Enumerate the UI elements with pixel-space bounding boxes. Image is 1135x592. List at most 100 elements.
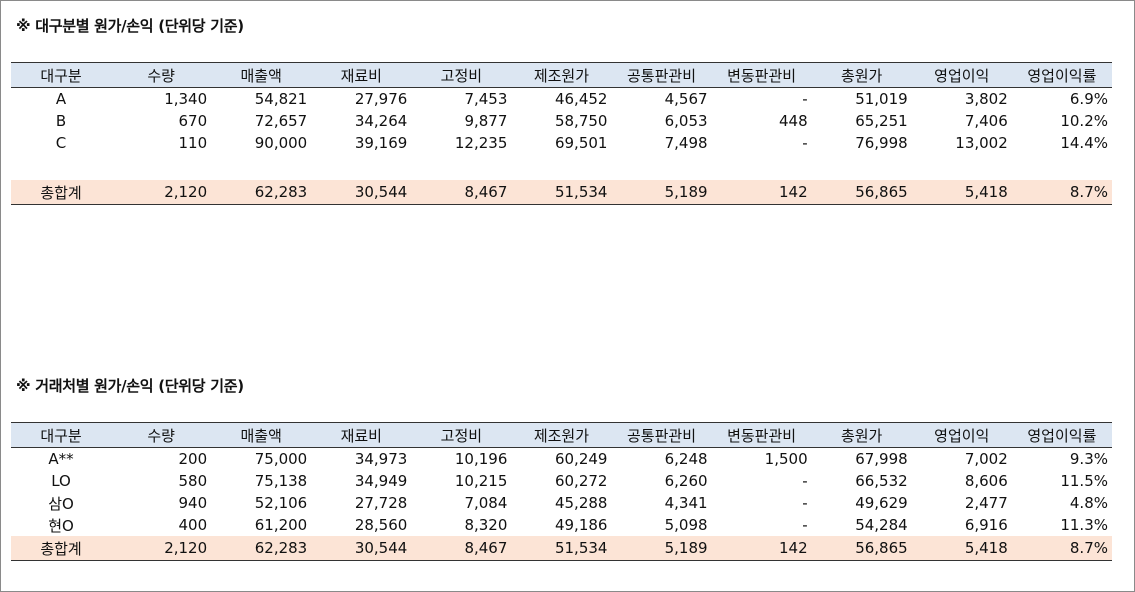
total-cell: 142	[711, 180, 812, 205]
total-cell: 142	[711, 536, 812, 561]
table-cell: 400	[178, 516, 208, 534]
table-cell: -	[802, 516, 808, 534]
column-header: 변동판관비	[711, 422, 812, 448]
table-cell: 6,260	[664, 472, 708, 490]
total-label: 총합계	[11, 180, 112, 205]
table-cell: 1,500	[764, 450, 808, 468]
table-cell: 60,249	[554, 450, 608, 468]
table-cell: 61,200	[254, 516, 308, 534]
table-cell: 2,477	[964, 494, 1008, 512]
table-cell: 4,567	[664, 90, 708, 108]
table-cell: 7,002	[964, 450, 1008, 468]
column-header: 영업이익	[911, 62, 1012, 88]
total-label: 총합계	[11, 536, 112, 561]
table-cell: 670	[178, 112, 208, 130]
category-cost-table: 대구분 수량 매출액 재료비 고정비 제조원가 공통판관비 변동판관비 총원가 영업이익 영업이익률…	[11, 62, 1112, 205]
table-row: A 1,340 54,821 27,976 7,453 46,452 4,567 - 51,01…	[11, 88, 1112, 111]
column-header: 대구분	[11, 62, 112, 88]
table-cell: 67,998	[855, 450, 908, 468]
table-cell: 14.4%	[1060, 134, 1108, 152]
table-cell: 75,138	[254, 472, 308, 490]
table-cell: 27,976	[354, 90, 408, 108]
column-header: 영업이익률	[1011, 62, 1112, 88]
row-label: 삼O	[48, 494, 74, 513]
column-header: 공통판관비	[611, 62, 712, 88]
table-cell: 8,320	[464, 516, 508, 534]
table-cell: 39,169	[354, 134, 408, 152]
table-cell: 11.3%	[1060, 516, 1108, 534]
column-header: 매출액	[211, 422, 312, 448]
total-cell: 51,534	[511, 180, 612, 205]
column-header: 공통판관비	[611, 422, 712, 448]
table-cell: 45,288	[554, 494, 608, 512]
total-cell: 30,544	[311, 536, 412, 561]
table-cell: 69,501	[554, 134, 608, 152]
table-cell: 65,251	[855, 112, 908, 130]
total-cell: 30,544	[311, 180, 412, 205]
column-header: 대구분	[11, 422, 112, 448]
table-cell: 49,629	[855, 494, 908, 512]
column-header: 총원가	[811, 422, 912, 448]
spacer-row	[11, 154, 1112, 180]
table-cell: 4.8%	[1069, 494, 1108, 512]
column-header: 제조원가	[511, 422, 612, 448]
total-cell: 62,283	[211, 536, 312, 561]
table-cell: 10.2%	[1060, 112, 1108, 130]
table-cell: 54,284	[855, 516, 908, 534]
table-row: 삼O 940 52,106 27,728 7,084 45,288 4,341 - 49,629…	[11, 492, 1112, 514]
total-cell: 8,467	[411, 180, 512, 205]
column-header: 수량	[111, 422, 212, 448]
table-cell: 34,264	[354, 112, 408, 130]
table-cell: 4,341	[664, 494, 708, 512]
table-cell: 72,657	[254, 112, 308, 130]
table-cell: 7,453	[464, 90, 508, 108]
table-cell: 58,750	[554, 112, 608, 130]
total-cell: 8,467	[411, 536, 512, 561]
table-row: B 670 72,657 34,264 9,877 58,750 6,053 448 65,25…	[11, 110, 1112, 132]
total-cell: 5,189	[611, 180, 712, 205]
table-cell: 11.5%	[1060, 472, 1108, 490]
table-cell: 448	[778, 112, 808, 130]
table-cell: 8,606	[964, 472, 1008, 490]
table-cell: 34,949	[354, 472, 408, 490]
section-title-customer: ※ 거래처별 원가/손익 (단위당 기준)	[16, 377, 244, 395]
table-cell: 90,000	[254, 134, 308, 152]
table-cell: 54,821	[254, 90, 308, 108]
table-cell: 28,560	[354, 516, 408, 534]
column-header: 변동판관비	[711, 62, 812, 88]
header-row: 대구분 수량 매출액 재료비 고정비 제조원가 공통판관비 변동판관비 총원가 영업이익 영업이익률	[11, 422, 1112, 448]
column-header: 총원가	[811, 62, 912, 88]
spacer-cell	[11, 154, 1112, 180]
row-label: A**	[48, 450, 74, 468]
total-row: 총합계 2,120 62,283 30,544 8,467 51,534 5,189 142 5…	[11, 180, 1112, 205]
table-cell: -	[802, 494, 808, 512]
total-cell: 5,189	[611, 536, 712, 561]
total-cell: 2,120	[111, 180, 212, 205]
column-header: 고정비	[411, 62, 512, 88]
total-cell: 8.7%	[1011, 180, 1112, 205]
header-row: 대구분 수량 매출액 재료비 고정비 제조원가 공통판관비 변동판관비 총원가 영업이익 영업이익률	[11, 62, 1112, 88]
row-label: B	[55, 112, 67, 130]
table-cell: 7,498	[664, 134, 708, 152]
table-cell: 1,340	[164, 90, 208, 108]
column-header: 제조원가	[511, 62, 612, 88]
total-cell: 56,865	[811, 180, 912, 205]
customer-cost-table: 대구분 수량 매출액 재료비 고정비 제조원가 공통판관비 변동판관비 총원가 영업이익 영업이익률…	[11, 422, 1112, 561]
table-cell: 49,186	[554, 516, 608, 534]
table-cell: 5,098	[664, 516, 708, 534]
table-cell: 52,106	[254, 494, 308, 512]
table-cell: 6.9%	[1069, 90, 1108, 108]
table-cell: 27,728	[354, 494, 408, 512]
total-cell: 8.7%	[1011, 536, 1112, 561]
total-cell: 5,418	[911, 180, 1012, 205]
table-row: LO 580 75,138 34,949 10,215 60,272 6,260 - 66,53…	[11, 470, 1112, 492]
table-cell: 7,406	[964, 112, 1008, 130]
column-header: 재료비	[311, 422, 412, 448]
table-row: 현O 400 61,200 28,560 8,320 49,186 5,098 - 54,284…	[11, 514, 1112, 536]
table-cell: 12,235	[454, 134, 508, 152]
table-cell: 13,002	[955, 134, 1008, 152]
table-cell: 7,084	[464, 494, 508, 512]
table-cell: 34,973	[354, 450, 408, 468]
column-header: 고정비	[411, 422, 512, 448]
table-cell: 6,053	[664, 112, 708, 130]
